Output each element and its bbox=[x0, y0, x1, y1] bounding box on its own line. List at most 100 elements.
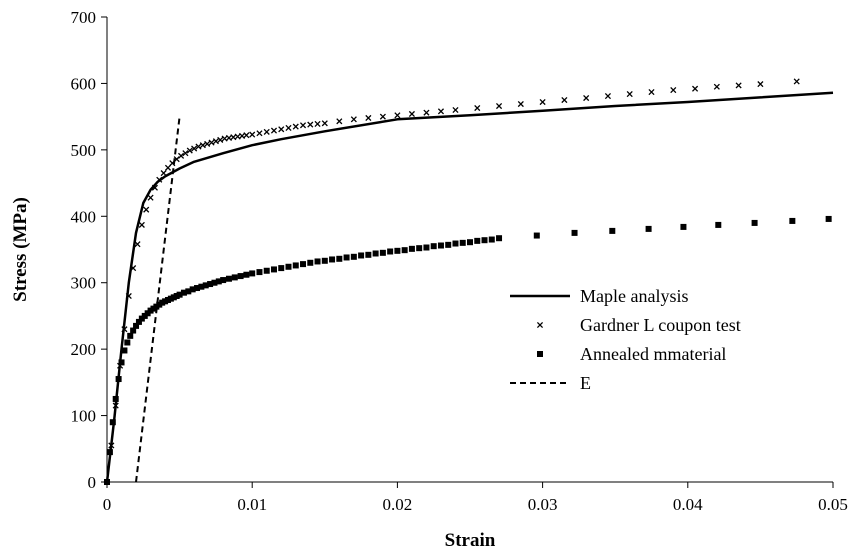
data-point bbox=[336, 118, 343, 125]
data-point bbox=[321, 257, 328, 264]
data-point bbox=[292, 123, 299, 130]
data-point bbox=[112, 402, 119, 409]
data-point bbox=[124, 339, 131, 346]
data-point bbox=[108, 442, 115, 449]
legend-item: Annealed mmaterial bbox=[537, 344, 726, 364]
data-point bbox=[517, 100, 524, 108]
data-point bbox=[437, 108, 445, 115]
x-tick-label: 0.03 bbox=[528, 495, 558, 514]
data-point bbox=[648, 89, 655, 96]
legend-item: Gardner L coupon test bbox=[536, 315, 741, 335]
data-point bbox=[423, 109, 430, 116]
data-point bbox=[692, 85, 699, 92]
data-point bbox=[256, 130, 263, 137]
data-point bbox=[130, 327, 137, 334]
legend-item: Maple analysis bbox=[510, 286, 688, 306]
data-point bbox=[670, 87, 677, 94]
data-point bbox=[212, 138, 219, 145]
data-point bbox=[278, 126, 285, 133]
data-point bbox=[270, 266, 277, 273]
data-point bbox=[715, 221, 722, 228]
data-point bbox=[307, 259, 314, 266]
data-point bbox=[416, 245, 423, 252]
data-point bbox=[115, 376, 122, 383]
series-1 bbox=[103, 78, 800, 486]
data-point bbox=[533, 232, 540, 239]
data-point bbox=[176, 291, 183, 298]
legend-label: E bbox=[580, 373, 591, 393]
data-point bbox=[350, 116, 357, 123]
data-point bbox=[211, 279, 218, 286]
data-point bbox=[195, 143, 202, 150]
y-tick-label: 500 bbox=[71, 141, 97, 160]
x-tick-label: 0.02 bbox=[383, 495, 413, 514]
data-point bbox=[445, 241, 452, 248]
data-point bbox=[394, 247, 401, 254]
data-point bbox=[237, 273, 244, 280]
data-point bbox=[278, 265, 285, 272]
data-point bbox=[735, 82, 742, 89]
data-point bbox=[789, 217, 796, 224]
data-point bbox=[156, 176, 163, 183]
y-axis-title: Stress (MPa) bbox=[10, 197, 31, 302]
legend-label: Gardner L coupon test bbox=[580, 315, 741, 335]
data-point bbox=[204, 140, 211, 147]
legend-swatch bbox=[537, 351, 543, 357]
data-point bbox=[481, 237, 488, 244]
data-point bbox=[164, 164, 172, 171]
data-point bbox=[751, 219, 758, 226]
data-point bbox=[191, 145, 198, 152]
data-point bbox=[160, 170, 167, 177]
data-point bbox=[127, 332, 134, 339]
data-point bbox=[467, 239, 473, 246]
data-point bbox=[202, 282, 209, 289]
legend-swatch bbox=[536, 321, 544, 329]
data-point bbox=[314, 120, 321, 128]
data-point bbox=[825, 215, 832, 222]
data-point bbox=[379, 113, 386, 120]
data-point bbox=[198, 283, 205, 290]
data-point bbox=[680, 223, 687, 230]
data-point bbox=[285, 124, 292, 131]
data-point bbox=[358, 252, 365, 259]
data-point bbox=[408, 110, 415, 118]
data-point bbox=[329, 256, 336, 263]
data-point bbox=[133, 322, 140, 329]
data-point bbox=[401, 247, 408, 254]
y-tick-label: 300 bbox=[71, 274, 97, 293]
data-point bbox=[645, 225, 652, 232]
data-point bbox=[186, 147, 193, 154]
legend-label: Maple analysis bbox=[580, 286, 688, 306]
data-point bbox=[609, 227, 616, 234]
data-point bbox=[243, 132, 250, 139]
data-point bbox=[231, 274, 238, 281]
data-point bbox=[130, 265, 137, 272]
x-tick-label: 0 bbox=[103, 495, 112, 514]
data-point bbox=[474, 104, 481, 112]
data-point bbox=[452, 106, 459, 114]
data-point bbox=[256, 269, 263, 276]
data-point bbox=[713, 83, 720, 90]
data-point bbox=[423, 244, 430, 251]
data-point bbox=[249, 131, 256, 138]
data-point bbox=[793, 78, 800, 85]
data-point bbox=[270, 127, 278, 134]
data-point bbox=[365, 251, 372, 258]
data-point bbox=[263, 267, 270, 274]
data-point bbox=[437, 242, 444, 249]
data-point bbox=[112, 395, 119, 402]
x-axis-title: Strain bbox=[445, 530, 496, 551]
y-tick-label: 100 bbox=[71, 407, 97, 426]
data-point bbox=[604, 92, 611, 100]
data-point bbox=[459, 239, 466, 246]
y-tick-label: 200 bbox=[71, 340, 97, 359]
data-point bbox=[121, 326, 128, 333]
data-point bbox=[343, 254, 350, 261]
x-tick-label: 0.04 bbox=[673, 495, 703, 514]
y-tick-label: 600 bbox=[71, 74, 97, 93]
series-0 bbox=[105, 91, 834, 483]
data-point bbox=[365, 114, 372, 122]
data-point bbox=[350, 253, 357, 260]
data-point bbox=[182, 150, 189, 157]
data-point bbox=[452, 240, 459, 247]
